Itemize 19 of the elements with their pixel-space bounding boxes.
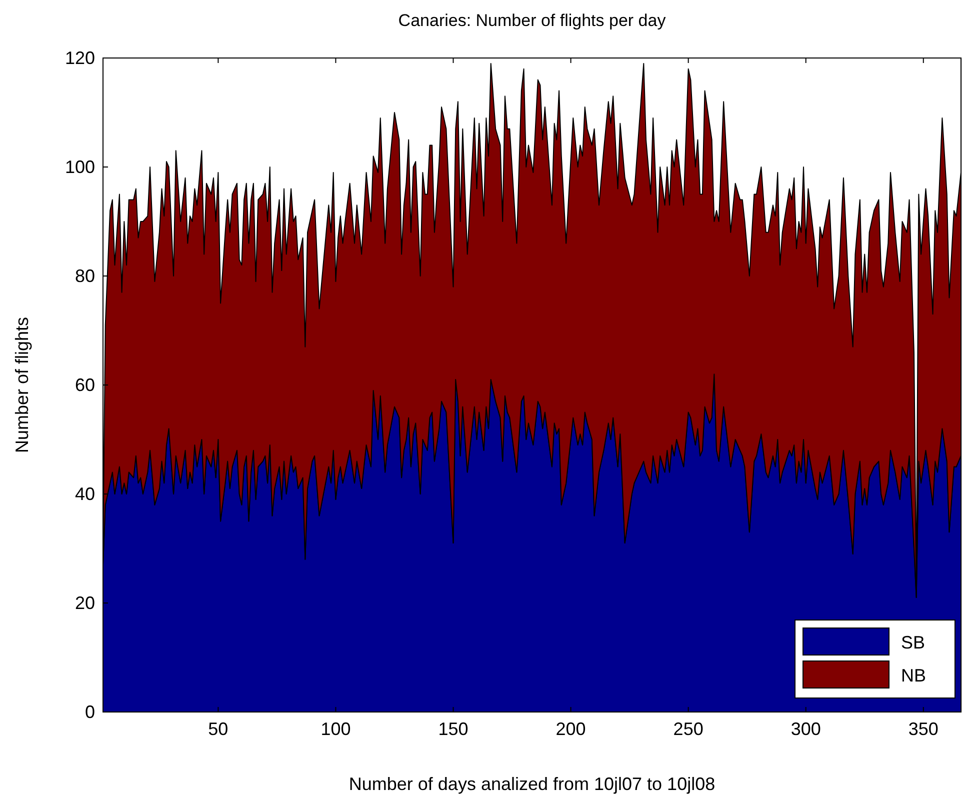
series-label: NB	[901, 666, 926, 686]
x-tick-label: 100	[320, 718, 351, 739]
series-label: SB	[901, 632, 926, 652]
y-tick-label: 40	[74, 484, 95, 504]
y-tick-label: 80	[74, 266, 95, 286]
x-tick-label: 350	[908, 718, 938, 739]
y-axis-title: Number of flights	[12, 316, 32, 454]
x-axis-title: Number of days analized from 10jl07 to 10jl08	[348, 774, 716, 794]
x-tick-label: 50	[208, 718, 228, 739]
y-tick-label: 60	[74, 374, 95, 395]
x-tick-label: 150	[438, 718, 468, 739]
x-tick-label: 200	[556, 718, 586, 739]
y-tick-label: 120	[64, 48, 95, 68]
y-tick-label: 0	[84, 702, 95, 722]
chart-title: Canaries: Number of flights per day	[398, 11, 666, 30]
y-tick-label: 20	[74, 592, 95, 613]
y-tick-label: 100	[64, 156, 95, 177]
x-tick-label: 250	[673, 718, 704, 739]
x-tick-label: 300	[790, 718, 821, 739]
